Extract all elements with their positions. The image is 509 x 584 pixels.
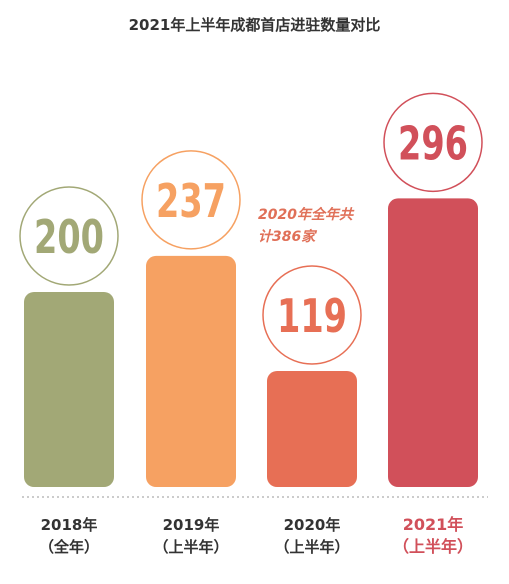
value-circle-2 [262, 265, 362, 365]
value-label-1: 237 [156, 174, 226, 228]
value-circle-3 [383, 92, 483, 193]
category-label-year: 2018年 [40, 516, 98, 534]
category-label-period: （全年） [38, 538, 99, 556]
category-label-year: 2020年 [283, 516, 341, 534]
value-label-0: 200 [34, 210, 104, 264]
category-label-period: （上半年） [392, 537, 473, 556]
category-label-period: （上半年） [153, 538, 229, 556]
annotation-line-1: 2020年全年共 [258, 207, 353, 223]
annotation-2020-full-year: 2020年全年共 计386家 [258, 204, 353, 248]
annotation-line-2: 计386家 [258, 229, 316, 245]
bar-2 [267, 370, 357, 487]
category-label-2: 2020年 （上半年） [252, 514, 372, 558]
category-label-1: 2019年 （上半年） [131, 514, 251, 558]
bar-0 [24, 292, 114, 487]
value-circle-0 [19, 186, 119, 286]
category-label-3: 2021年 （上半年） [373, 514, 493, 558]
category-label-0: 2018年 （全年） [9, 514, 129, 558]
bar-1 [146, 255, 236, 487]
value-label-3: 296 [398, 116, 468, 170]
bars-group: 200 237 119 296 [19, 92, 483, 487]
category-label-year: 2021年 [402, 515, 464, 534]
chart-title: 2021年上半年成都首店进驻数量对比 [128, 16, 381, 34]
category-label-period: （上半年） [274, 538, 350, 556]
bar-3 [388, 198, 478, 487]
category-label-year: 2019年 [162, 516, 220, 534]
value-circle-1 [141, 150, 241, 250]
value-label-2: 119 [277, 289, 347, 343]
